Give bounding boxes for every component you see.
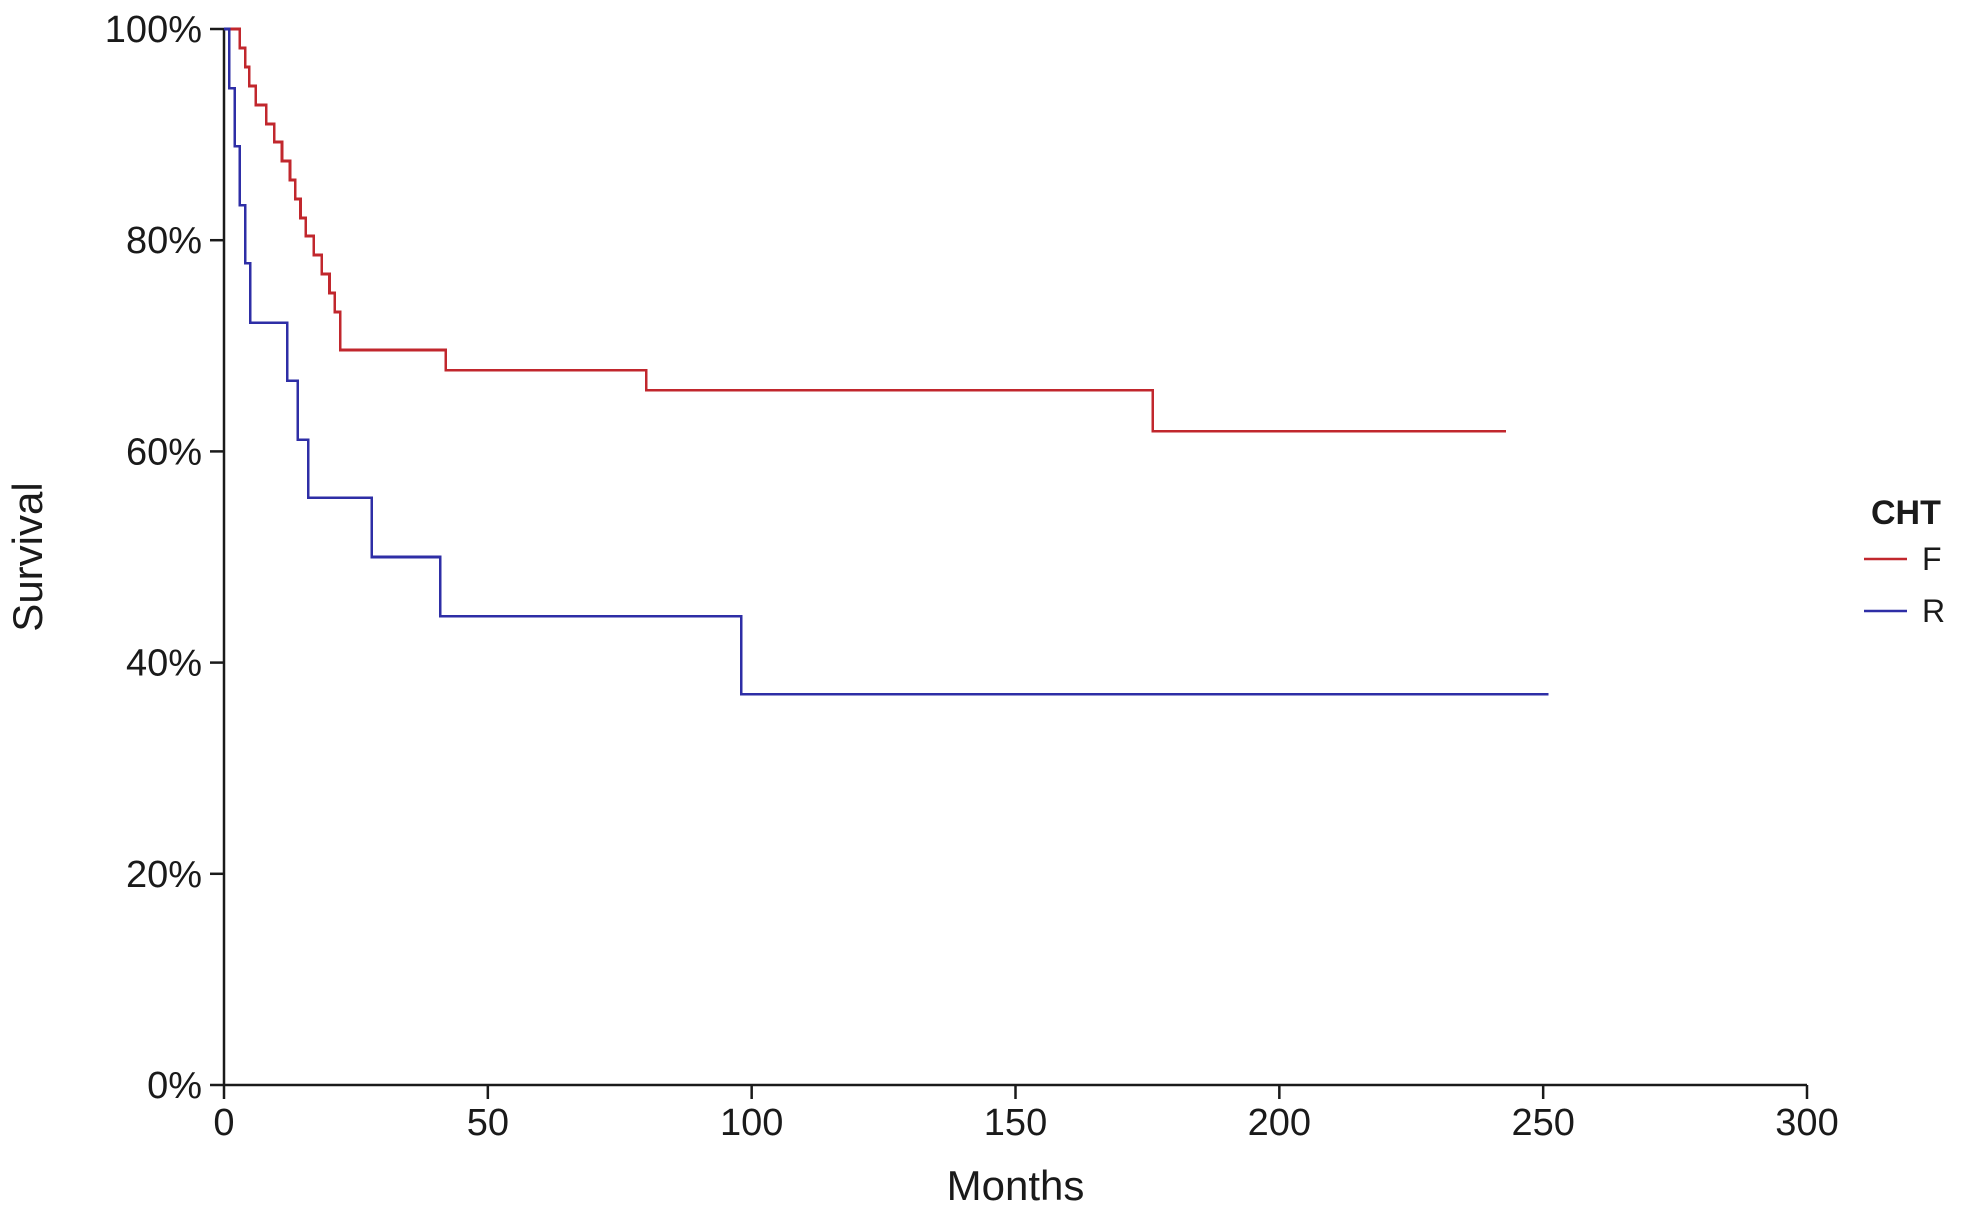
y-tick-label: 0% (147, 1065, 202, 1107)
x-tick-label: 100 (720, 1102, 783, 1144)
y-ticks: 0% 20% 40% 60% 80% 100% (105, 9, 224, 1107)
y-tick-label: 80% (126, 220, 202, 262)
series-layer (224, 27, 1549, 696)
legend-label-r: R (1922, 593, 1945, 629)
legend-label-f: F (1922, 541, 1942, 577)
x-tick-label: 0 (213, 1102, 234, 1144)
x-tick-label: 200 (1248, 1102, 1311, 1144)
x-axis-title: Months (947, 1162, 1085, 1209)
y-axis-title: Survival (4, 482, 51, 631)
axes: 0 50 100 150 200 250 300 0% 20% 40% 60% 80% 100% (105, 9, 1839, 1144)
x-tick-label: 250 (1511, 1102, 1574, 1144)
legend-title: CHT (1871, 494, 1941, 532)
x-tick-label: 150 (984, 1102, 1047, 1144)
x-ticks: 0 50 100 150 200 250 300 (213, 1085, 1839, 1144)
x-tick-label: 50 (467, 1102, 509, 1144)
legend-entries: FR (1864, 541, 1945, 629)
series-line-f (224, 27, 1507, 433)
legend: CHT FR (1864, 494, 1945, 629)
y-tick-label: 60% (126, 431, 202, 473)
y-tick-label: 40% (126, 643, 202, 685)
series-line-r (224, 27, 1549, 696)
y-tick-label: 20% (126, 854, 202, 896)
x-tick-label: 300 (1775, 1102, 1838, 1144)
y-tick-label: 100% (105, 9, 202, 51)
